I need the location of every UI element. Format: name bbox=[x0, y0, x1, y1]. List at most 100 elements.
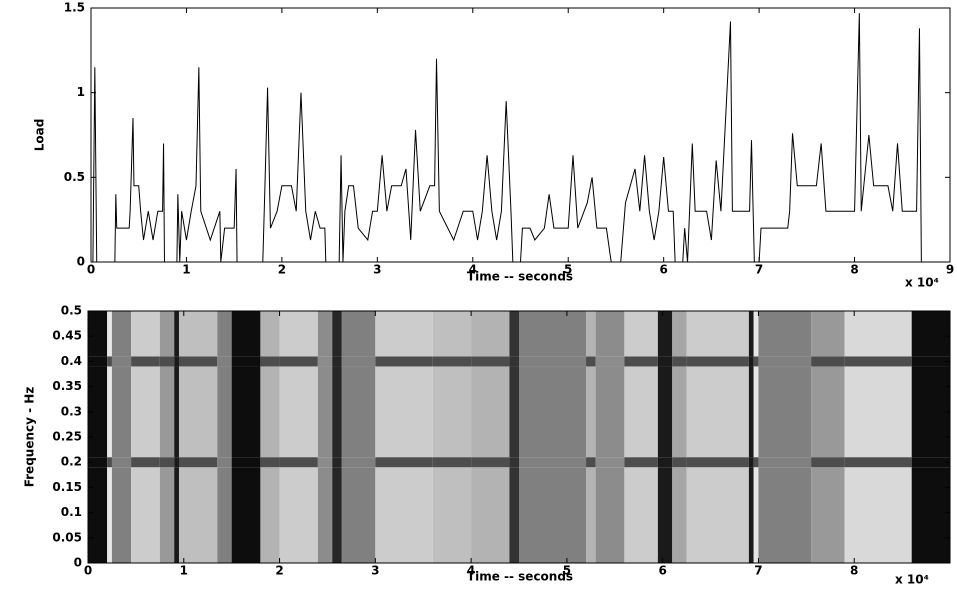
spectrogram-cell bbox=[111, 457, 132, 468]
spectrogram-cell bbox=[911, 356, 950, 367]
y-tick-label: 1.5 bbox=[64, 1, 85, 15]
x-tick-label: 1 bbox=[180, 564, 188, 578]
y-tick-label: 0 bbox=[77, 255, 85, 269]
x-multiplier: x 10⁴ bbox=[895, 573, 929, 587]
spectrogram-cell bbox=[107, 366, 112, 458]
spectrogram-cell bbox=[174, 457, 179, 468]
y-axis-label: Frequency - Hz bbox=[23, 387, 37, 488]
spectrogram-cell bbox=[748, 457, 754, 468]
spectrogram-cell bbox=[260, 366, 280, 458]
spectrogram-cell bbox=[624, 366, 658, 458]
spectrogram-cell bbox=[375, 457, 433, 468]
x-tick-label: 2 bbox=[275, 564, 283, 578]
spectrogram-cell bbox=[332, 457, 342, 468]
spectrogram-cell bbox=[586, 467, 596, 563]
spectrogram-cell bbox=[657, 457, 673, 468]
spectrogram-cell bbox=[844, 311, 912, 357]
spectrogram-cell bbox=[107, 457, 112, 468]
spectrogram-cell bbox=[178, 457, 218, 468]
spectrogram-cell bbox=[279, 311, 318, 357]
x-tick-label: 9 bbox=[946, 263, 954, 277]
spectrogram-cell bbox=[432, 457, 472, 468]
spectrogram-cell bbox=[748, 356, 754, 367]
spectrogram-cell bbox=[260, 467, 280, 563]
spectrogram-cell bbox=[174, 467, 179, 563]
x-multiplier: x 10⁴ bbox=[905, 276, 939, 290]
spectrogram-cell bbox=[341, 457, 376, 468]
spectrogram-cell bbox=[844, 457, 912, 468]
load-line bbox=[92, 13, 922, 263]
spectrogram-cell bbox=[758, 457, 812, 468]
x-tick-label: 8 bbox=[850, 564, 858, 578]
y-tick-label: 0.5 bbox=[61, 304, 82, 318]
y-tick-label: 0.2 bbox=[61, 455, 82, 469]
spectrogram-cell bbox=[811, 356, 845, 367]
spectrogram-cell bbox=[375, 311, 433, 357]
spectrogram-cell bbox=[231, 467, 261, 563]
spectrogram-cell bbox=[519, 366, 587, 458]
spectrogram-cell bbox=[317, 311, 333, 357]
spectrogram-cell bbox=[509, 467, 519, 563]
spectrogram-cell bbox=[753, 457, 759, 468]
spectrogram-cell bbox=[107, 467, 112, 563]
spectrogram-cell bbox=[509, 366, 519, 458]
x-tick-label: 4 bbox=[469, 263, 477, 277]
spectrogram-cell bbox=[107, 356, 112, 367]
spectrogram-cell bbox=[686, 366, 749, 458]
spectrogram-cell bbox=[174, 366, 179, 458]
x-tick-label: 3 bbox=[373, 263, 381, 277]
spectrogram-cell bbox=[317, 467, 333, 563]
spectrogram-cell bbox=[519, 457, 587, 468]
x-tick-label: 7 bbox=[754, 564, 762, 578]
x-tick-label: 5 bbox=[564, 263, 572, 277]
spectrogram-cell bbox=[107, 311, 112, 357]
spectrogram-cell bbox=[159, 457, 175, 468]
spectrogram-cell bbox=[624, 467, 658, 563]
spectrogram-cell bbox=[217, 356, 232, 367]
spectrogram-cell bbox=[471, 366, 510, 458]
y-axis-label: Load bbox=[33, 119, 47, 152]
spectrogram-cell bbox=[672, 366, 687, 458]
spectrogram-cell bbox=[217, 366, 232, 458]
spectrogram-cell bbox=[341, 311, 376, 357]
spectrogram-cell bbox=[432, 311, 472, 357]
spectrogram-cell bbox=[88, 311, 108, 357]
spectrogram-cell bbox=[911, 366, 950, 458]
spectrogram-cell bbox=[279, 457, 318, 468]
spectrogram-cell bbox=[88, 457, 108, 468]
spectrogram-cell bbox=[471, 311, 510, 357]
spectrogram-cell bbox=[753, 467, 759, 563]
spectrogram-cell bbox=[672, 311, 687, 357]
spectrogram-cell bbox=[811, 311, 845, 357]
spectrogram-cell bbox=[231, 457, 261, 468]
spectrogram-cell bbox=[911, 457, 950, 468]
spectrogram-cell bbox=[509, 311, 519, 357]
spectrogram-cell bbox=[111, 311, 132, 357]
x-tick-label: 2 bbox=[278, 263, 286, 277]
spectrogram-cell bbox=[375, 366, 433, 458]
spectrogram-cell bbox=[260, 457, 280, 468]
spectrogram-cell bbox=[911, 311, 950, 357]
spectrogram-cell bbox=[519, 311, 587, 357]
spectrogram-cell bbox=[753, 366, 759, 458]
spectrogram-cell bbox=[595, 467, 625, 563]
spectrogram-cell bbox=[88, 366, 108, 458]
spectrogram-cell bbox=[159, 356, 175, 367]
spectrogram-cell bbox=[111, 366, 132, 458]
spectrogram-cell bbox=[159, 467, 175, 563]
spectrogram-cell bbox=[260, 356, 280, 367]
x-tick-label: 8 bbox=[850, 263, 858, 277]
spectrogram-cell bbox=[748, 311, 754, 357]
spectrogram-cell bbox=[174, 356, 179, 367]
x-tick-label: 5 bbox=[563, 564, 571, 578]
spectrogram-cell bbox=[509, 457, 519, 468]
spectrogram-cell bbox=[758, 311, 812, 357]
spectrogram-cell bbox=[231, 356, 261, 367]
spectrogram-cell bbox=[432, 366, 472, 458]
spectrogram-cell bbox=[672, 457, 687, 468]
y-tick-label: 0.3 bbox=[61, 404, 82, 418]
spectrogram-cell bbox=[178, 467, 218, 563]
y-tick-label: 0 bbox=[74, 556, 82, 570]
spectrogram-cell bbox=[519, 467, 587, 563]
spectrogram-cell bbox=[317, 457, 333, 468]
